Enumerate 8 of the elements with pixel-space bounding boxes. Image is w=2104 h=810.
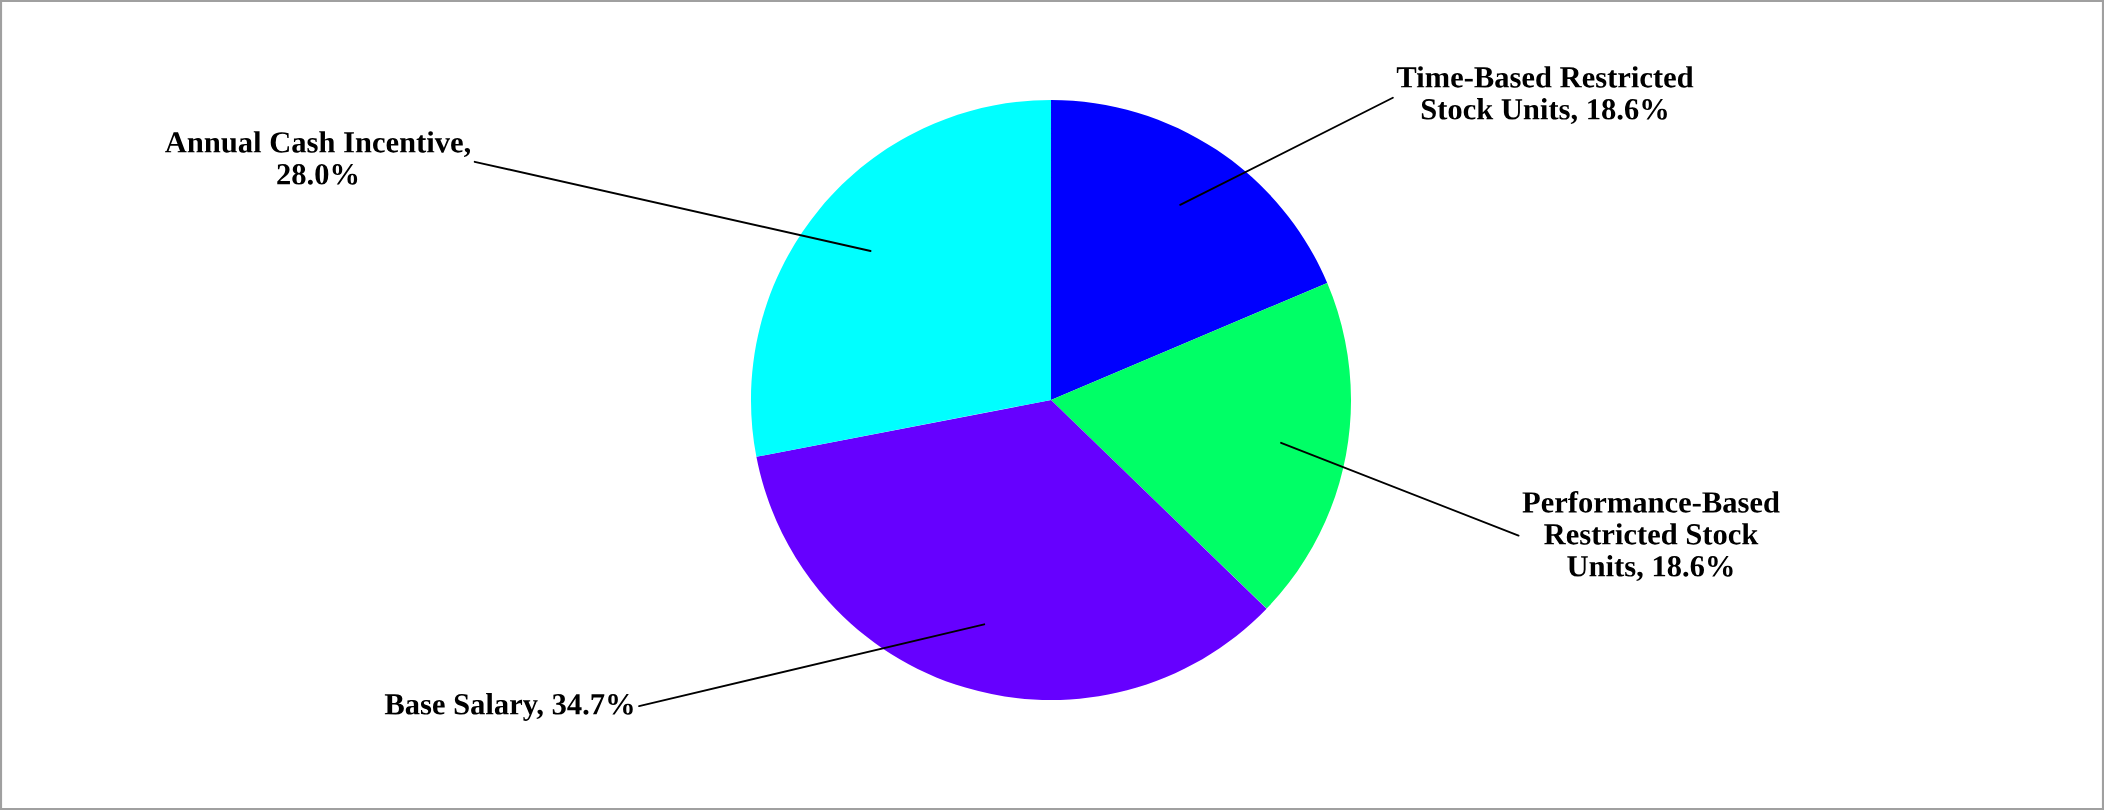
pie-slice bbox=[750, 99, 1051, 457]
slice-label: Annual Cash Incentive, 28.0% bbox=[165, 131, 471, 185]
pie-slice bbox=[756, 400, 1267, 700]
pie-slice bbox=[1051, 282, 1352, 609]
slice-label: Time-Based Restricted Stock Units, 18.6% bbox=[1396, 66, 1694, 125]
slice-label: Performance-Based Restricted Stock Units, 18.6% bbox=[1522, 490, 1780, 582]
slice-label: Base Salary, 34.7% bbox=[384, 693, 633, 721]
pie-slice bbox=[1051, 99, 1328, 400]
